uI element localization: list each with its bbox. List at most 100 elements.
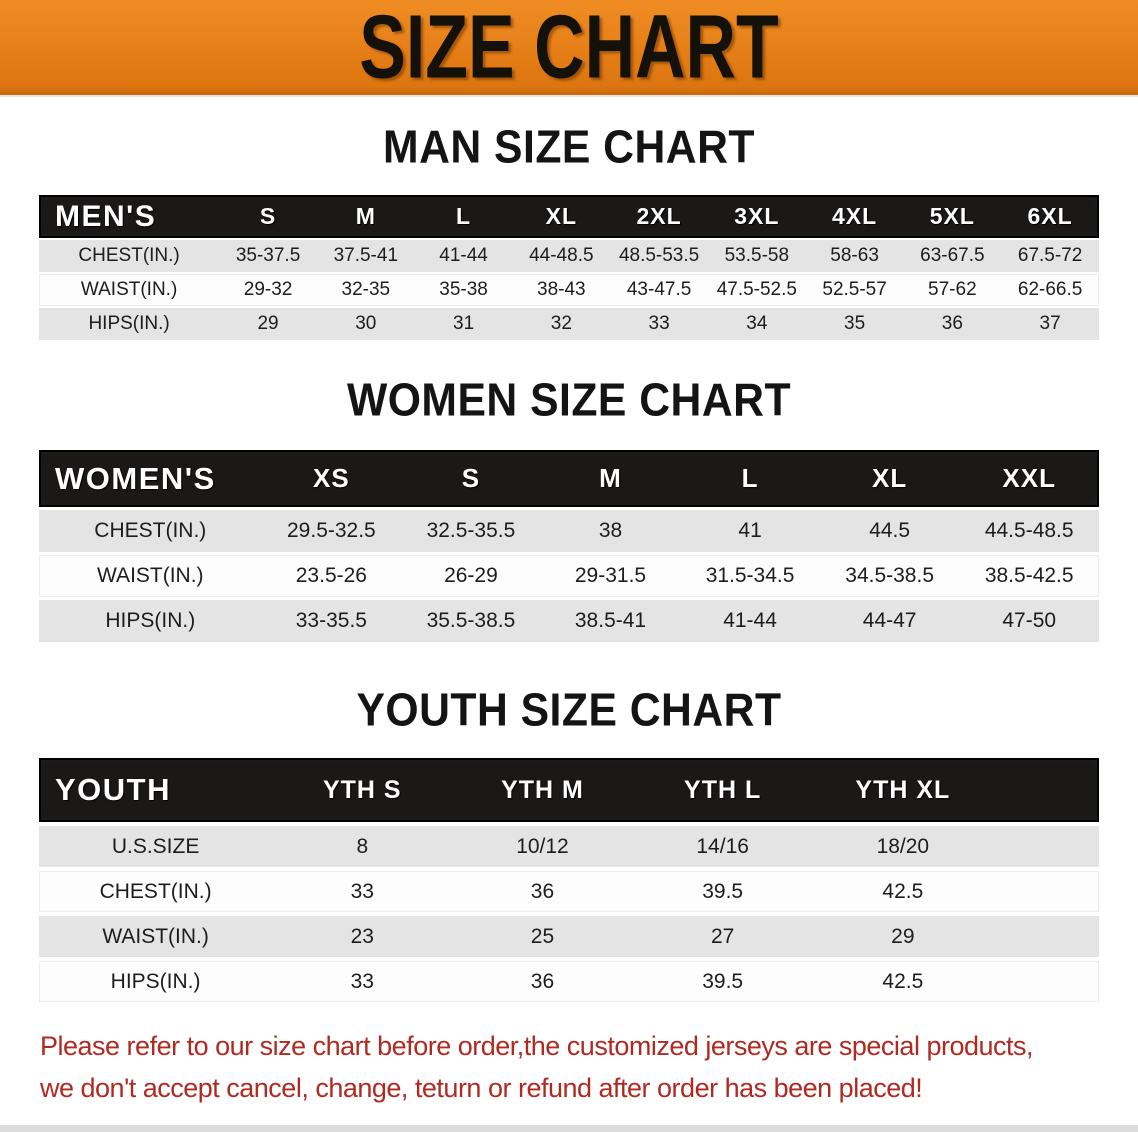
table-row-u-s-size: U.S.SIZE 8 10/12 14/16 18/20: [39, 826, 1099, 867]
row-label: HIPS(IN.): [110, 969, 201, 993]
bottom-edge-strip: [0, 1125, 1138, 1132]
column-header-l: L: [456, 203, 472, 229]
table-cell: 10/12: [516, 834, 569, 858]
row-label: U.S.SIZE: [111, 834, 200, 858]
youth-size-section: YOUTH SIZE CHART YOUTH YTH S YTH M YTH L YTH…: [0, 684, 1138, 1002]
table-cell: 25: [530, 924, 555, 948]
table-header-row: YOUTH YTH S YTH M YTH L YTH XL: [39, 758, 1099, 822]
table-header-label: MEN'S: [55, 199, 157, 233]
column-header-6xl: 6XL: [1027, 203, 1073, 229]
column-header-yth-xl: YTH XL: [855, 775, 951, 804]
row-label: WAIST(IN.): [80, 279, 178, 300]
table-cell: 31: [453, 313, 475, 334]
table-row-hips-in: HIPS(IN.) 29 30 31 32 33 34 35 36 37: [39, 308, 1099, 340]
table-cell: 33: [350, 879, 374, 903]
table-cell: 57-62: [928, 279, 977, 300]
column-header-yth-s: YTH S: [322, 775, 402, 804]
table-header-label: YOUTH: [55, 772, 171, 807]
table-cell: 35-37.5: [235, 245, 301, 266]
column-header-s: S: [259, 203, 277, 229]
table-cell: 18/20: [876, 834, 930, 858]
column-header-l: L: [741, 463, 759, 493]
row-label: WAIST(IN.): [102, 924, 209, 948]
youth-section-heading: YOUTH SIZE CHART: [356, 684, 782, 737]
womens-size-table: WOMEN'S XS S M L XL XXL CHEST(IN.) 29.5-32.5 32.5…: [39, 450, 1099, 642]
table-cell: 44.5: [869, 519, 911, 542]
size-chart-sections: MAN SIZE CHART MEN'S S M L XL 2XL 3XL 4XL 5XL 6XL…: [0, 121, 1138, 1002]
table-cell: 29-31.5: [574, 564, 647, 587]
column-header-3xl: 3XL: [734, 203, 780, 229]
table-cell: 37.5-41: [333, 245, 399, 266]
table-cell: 41: [738, 519, 762, 542]
women-section-heading: WOMEN SIZE CHART: [346, 374, 792, 427]
page-title: SIZE CHART: [359, 0, 779, 98]
table-row-chest-in: CHEST(IN.) 33 36 39.5 42.5: [39, 871, 1099, 912]
column-header-2xl: 2XL: [636, 203, 682, 229]
men-section-heading: MAN SIZE CHART: [383, 121, 755, 174]
disclaimer-line-2: we don't accept cancel, change, teturn o…: [40, 1072, 923, 1103]
table-cell: 36: [530, 969, 555, 993]
table-cell: 26-29: [444, 564, 498, 587]
mens-size-table: MEN'S S M L XL 2XL 3XL 4XL 5XL 6XL CHEST(IN.) 35-37…: [39, 195, 1099, 340]
disclaimer-line-1: Please refer to our size chart before or…: [40, 1031, 1034, 1061]
table-cell: 35: [844, 313, 866, 334]
men-size-section: MAN SIZE CHART MEN'S S M L XL 2XL 3XL 4XL 5XL 6XL…: [0, 121, 1138, 340]
table-row-chest-in: CHEST(IN.) 35-37.5 37.5-41 41-44 44-48.5 48.5…: [39, 240, 1099, 272]
table-cell: 36: [941, 313, 963, 334]
column-header-5xl: 5XL: [929, 203, 975, 229]
table-cell: 44.5-48.5: [984, 519, 1074, 542]
table-cell: 36: [530, 879, 555, 903]
row-label: CHEST(IN.): [78, 245, 180, 266]
table-cell: 14/16: [696, 834, 749, 858]
table-cell: 33: [648, 313, 670, 334]
row-label: HIPS(IN.): [105, 609, 196, 632]
column-header-m: M: [599, 463, 622, 493]
table-cell: 29-32: [243, 279, 293, 300]
table-cell: 47-50: [1002, 609, 1057, 632]
row-label: WAIST(IN.): [97, 564, 204, 587]
table-cell: 23.5-26: [295, 564, 367, 587]
table-cell: 29: [257, 313, 279, 334]
column-header-yth-l: YTH L: [684, 775, 762, 804]
table-cell: 44-48.5: [529, 245, 594, 266]
table-cell: 63-67.5: [920, 245, 985, 266]
table-header-row: MEN'S S M L XL 2XL 3XL 4XL 5XL 6XL: [39, 195, 1099, 238]
table-cell: 42.5: [882, 969, 924, 993]
table-cell: 30: [355, 313, 377, 334]
table-cell: 31.5-34.5: [705, 564, 795, 587]
table-cell: 41-44: [439, 245, 488, 266]
table-row-chest-in: CHEST(IN.) 29.5-32.5 32.5-35.5 38 41 44.5 44.5…: [39, 510, 1099, 552]
table-row-waist-in: WAIST(IN.) 29-32 32-35 35-38 38-43 43-47.5 47.…: [39, 274, 1099, 306]
column-header-yth-m: YTH M: [501, 775, 584, 804]
column-header-xxl: XXL: [1002, 463, 1056, 493]
table-cell: 44-47: [862, 609, 917, 632]
table-row-waist-in: WAIST(IN.) 23 25 27 29: [39, 916, 1099, 957]
table-cell: 39.5: [702, 969, 744, 993]
table-cell: 43-47.5: [626, 279, 692, 300]
row-label: CHEST(IN.): [99, 879, 212, 903]
table-cell: 34: [746, 313, 768, 334]
table-cell: 32-35: [341, 279, 391, 300]
column-header-xs: XS: [313, 463, 350, 493]
row-label: HIPS(IN.): [88, 313, 170, 334]
table-cell: 42.5: [882, 879, 924, 903]
column-header-xl: XL: [545, 203, 578, 229]
disclaimer-note: Please refer to our size chart before or…: [40, 1026, 1120, 1110]
table-cell: 38-43: [537, 279, 586, 300]
table-cell: 41-44: [723, 609, 777, 632]
table-cell: 58-63: [830, 245, 879, 266]
table-cell: 32: [550, 313, 572, 334]
column-header-xl: XL: [872, 463, 908, 493]
table-cell: 32.5-35.5: [426, 519, 516, 542]
table-cell: 47.5-52.5: [716, 279, 797, 300]
table-cell: 33: [350, 969, 374, 993]
table-cell: 34.5-38.5: [845, 564, 935, 587]
women-size-section: WOMEN SIZE CHART WOMEN'S XS S M L XL XXL CHEST(…: [0, 374, 1138, 642]
table-cell: 38.5-41: [574, 609, 647, 632]
row-label: CHEST(IN.): [94, 519, 207, 542]
table-cell: 29.5-32.5: [287, 519, 376, 542]
table-cell: 52.5-57: [822, 279, 887, 300]
table-row-hips-in: HIPS(IN.) 33 36 39.5 42.5: [39, 961, 1099, 1002]
table-cell: 38: [598, 519, 623, 542]
